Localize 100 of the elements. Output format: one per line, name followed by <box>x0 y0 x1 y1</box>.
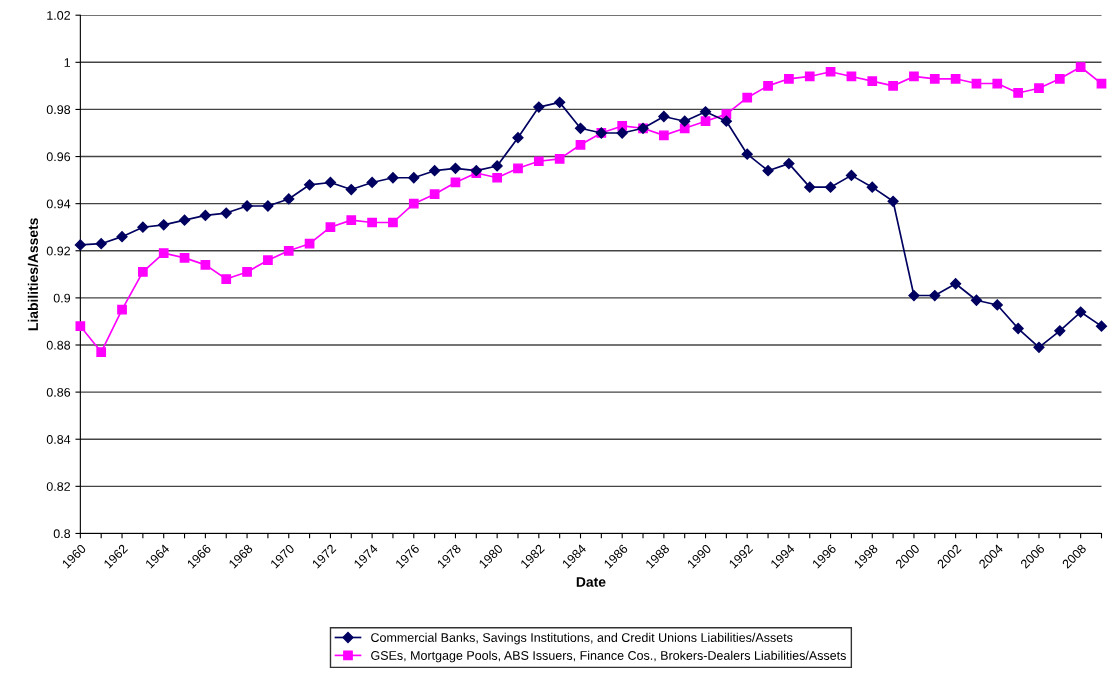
point <box>762 165 774 177</box>
point <box>387 172 399 184</box>
point <box>366 176 378 189</box>
point <box>908 289 920 302</box>
point <box>950 278 962 290</box>
point <box>784 73 794 84</box>
point <box>178 214 191 226</box>
point <box>199 209 211 222</box>
y-tick-label: 0.94 <box>46 199 71 209</box>
point <box>741 148 753 160</box>
point <box>512 132 524 144</box>
point <box>429 165 441 177</box>
point <box>763 81 773 91</box>
point <box>720 115 732 127</box>
point <box>1034 83 1044 94</box>
point <box>179 252 190 263</box>
point <box>1012 322 1024 335</box>
point <box>909 71 919 82</box>
point <box>429 189 440 200</box>
point <box>929 289 941 302</box>
point <box>658 130 669 141</box>
point <box>158 219 170 231</box>
point <box>117 304 127 315</box>
y-tick-label: 0.98 <box>46 105 71 115</box>
point <box>345 183 357 196</box>
point <box>742 92 753 103</box>
point <box>699 106 712 118</box>
point <box>242 267 252 277</box>
point <box>325 222 336 233</box>
y-axis-title: Liabilities/Assets <box>27 218 39 331</box>
point <box>533 101 545 113</box>
point <box>950 73 961 84</box>
point <box>1033 341 1045 353</box>
point <box>200 260 211 270</box>
point <box>1075 306 1087 318</box>
x-axis-title: Date <box>576 577 606 587</box>
point <box>324 176 337 189</box>
point <box>74 239 86 251</box>
point <box>138 267 148 277</box>
point <box>346 215 357 226</box>
legend-label: Commercial Banks, Savings Institutions, and Credit Unions Liabilities/Assets <box>371 632 793 645</box>
point <box>574 122 587 134</box>
y-tick-label: 0.9 <box>53 293 71 303</box>
point <box>1013 88 1023 98</box>
point <box>575 139 586 150</box>
point <box>867 76 878 87</box>
point <box>970 294 983 306</box>
point <box>888 81 898 91</box>
point <box>220 207 232 219</box>
point <box>887 195 899 207</box>
point <box>408 198 419 209</box>
point <box>304 238 315 249</box>
point <box>408 172 420 184</box>
point <box>449 162 462 174</box>
point <box>221 274 232 284</box>
point <box>492 172 503 183</box>
point <box>283 193 295 205</box>
y-tick-label: 0.96 <box>46 152 71 162</box>
point <box>137 221 149 233</box>
point <box>991 299 1003 311</box>
point <box>679 115 691 127</box>
y-tick-label: 0.92 <box>46 246 70 256</box>
y-tick-label: 0.86 <box>46 387 71 397</box>
point <box>367 217 377 228</box>
point <box>658 110 670 123</box>
point <box>554 96 566 108</box>
point <box>283 245 294 256</box>
point <box>783 158 795 170</box>
point <box>804 71 815 82</box>
point <box>116 231 128 243</box>
point <box>804 181 816 193</box>
point <box>1095 320 1108 332</box>
point <box>533 156 544 167</box>
point <box>992 78 1003 89</box>
point <box>845 169 858 181</box>
y-tick-label: 0.84 <box>46 435 71 444</box>
point <box>1054 325 1066 337</box>
y-tick-label: 1.02 <box>47 11 70 20</box>
y-tick-label: 0.82 <box>46 482 70 491</box>
point <box>95 238 107 250</box>
point <box>388 217 398 228</box>
legend-label: GSEs, Mortgage Pools, ABS Issuers, Finance Cos., Brokers-Dealers Liabilities/Assets <box>371 650 846 663</box>
point <box>513 163 523 174</box>
y-tick-label: 0.88 <box>46 340 71 350</box>
point <box>158 248 169 258</box>
point <box>700 116 711 127</box>
point <box>491 160 503 172</box>
point <box>825 66 836 77</box>
point <box>96 347 107 357</box>
point <box>1054 73 1065 84</box>
point <box>75 321 86 332</box>
point <box>303 179 316 191</box>
point <box>929 73 940 84</box>
point <box>866 181 878 193</box>
y-tick-label: 1 <box>64 58 71 67</box>
y-tick-label: 0.8 <box>53 529 71 539</box>
point <box>263 255 273 266</box>
point <box>824 181 837 193</box>
point <box>616 127 628 139</box>
point <box>554 154 565 164</box>
